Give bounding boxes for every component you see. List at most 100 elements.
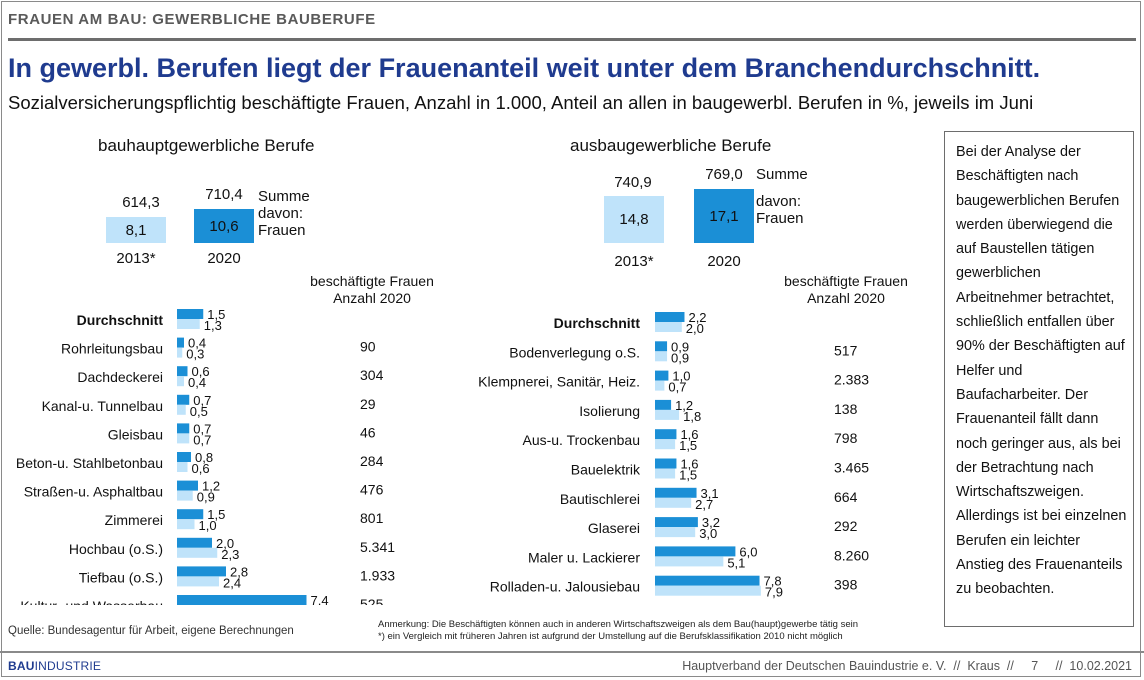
bar-row: Durchschnitt 1,51,3: [77, 307, 226, 333]
chart1-year-2020: 2020: [207, 250, 241, 267]
count-label: 46: [360, 424, 376, 440]
chart2-year-2020: 2020: [707, 253, 741, 270]
bar-2013: [655, 527, 696, 538]
value-label-2020: 1,6: [680, 427, 698, 442]
bar-2013: [177, 576, 219, 587]
chart2-year-2013: 2013*: [614, 253, 654, 270]
value-label-2020: 0,7: [193, 393, 211, 408]
chart2-women-2020: 17,1: [709, 207, 739, 225]
bar-2013: [177, 376, 184, 387]
value-label-2013: 5,1: [727, 555, 745, 570]
count-label: 664: [834, 489, 858, 505]
bar-2020: [177, 480, 198, 491]
count-label: 284: [360, 453, 384, 469]
footer-text: Hauptverband der Deutschen Bauindustrie …: [682, 659, 1132, 673]
value-label-2013: 1,5: [679, 438, 697, 453]
value-label-2020: 6,0: [739, 544, 757, 559]
count-label: 29: [360, 396, 376, 412]
value-label-2020: 3,1: [701, 486, 719, 501]
chart1-women-2020: 10,6: [209, 217, 239, 235]
value-label-2020: 1,2: [202, 479, 220, 494]
chart3-column-header-line1: beschäftigte Frauen: [310, 273, 434, 289]
value-label-2013: 1,8: [683, 409, 701, 424]
bar-2020: [177, 595, 307, 605]
value-label-2013: 0,3: [186, 347, 204, 362]
row-label: Rohrleitungsbau: [61, 341, 163, 357]
count-label: 1.933: [360, 567, 395, 583]
bar-row: Isolierung 1,21,8 138: [579, 398, 857, 424]
value-label-2020: 1,5: [207, 507, 225, 522]
bar-row: Gleisbau 0,70,7 46: [108, 421, 376, 447]
value-label-2020: 1,2: [675, 398, 693, 413]
value-label-2013: 3,0: [699, 526, 717, 541]
bar-2020: [655, 575, 760, 586]
value-label-2020: 2,0: [216, 536, 234, 551]
bar-2013: [177, 547, 218, 558]
bar-2020: [655, 399, 672, 410]
row-label: Durchschnitt: [554, 315, 641, 331]
value-label-2020: 7,4: [311, 593, 329, 605]
row-label: Maler u. Lackierer: [528, 549, 640, 565]
bar-2013: [177, 433, 190, 444]
value-label-2020: 0,9: [671, 339, 689, 354]
bar-2013: [177, 347, 183, 358]
count-label: 5.341: [360, 539, 395, 555]
bar-row: Rohrleitungsbau 0,40,3 90: [61, 336, 376, 362]
count-label: 3.465: [834, 460, 869, 476]
slide-subtitle: Sozialversicherungspflichtig beschäftigt…: [8, 92, 1034, 113]
bar-2020: [655, 517, 698, 528]
row-label: Glaserei: [588, 520, 640, 536]
bar-2020: [655, 429, 677, 440]
bar-row: Klempnerei, Sanitär, Heiz. 1,00,7 2.383: [478, 369, 869, 395]
chart2-legend-women-2: Frauen: [756, 210, 804, 227]
note-box: Bei der Analyse der Beschäftigten nach b…: [944, 131, 1134, 627]
row-label: Bauelektrik: [571, 462, 641, 478]
value-label-2020: 1,5: [207, 307, 225, 322]
value-label-2013: 2,7: [695, 497, 713, 512]
row-label: Straßen-u. Asphaltbau: [24, 484, 163, 500]
row-label: Aus-u. Trockenbau: [522, 432, 640, 448]
value-label-2020: 2,8: [230, 564, 248, 579]
row-label: Durchschnitt: [77, 312, 164, 328]
bar-2013: [177, 519, 195, 530]
row-label: Tiefbau (o.S.): [79, 569, 163, 585]
value-label-2020: 1,6: [680, 457, 698, 472]
count-label: 2.383: [834, 372, 869, 388]
section-header: FRAUEN AM BAU: GEWERBLICHE BAUBERUFE: [8, 11, 376, 28]
chart4-horizontal-bars: Durchschnitt 2,22,0 Bodenverlegung o.S. 0,9…: [478, 310, 869, 600]
value-label-2013: 0,9: [197, 490, 215, 505]
chart2-legend-women-1: davon:: [756, 193, 802, 210]
bar-2020: [177, 309, 204, 319]
value-label-2020: 0,4: [188, 336, 206, 351]
count-label: 476: [360, 482, 384, 498]
value-label-2020: 7,8: [764, 574, 782, 589]
value-label-2020: 2,2: [688, 310, 706, 325]
value-label-2020: 1,0: [672, 369, 690, 384]
bar-row: Rolladen-u. Jalousiebau 7,87,9 398: [490, 574, 858, 600]
chart2-bar-2020: 17,1: [694, 189, 754, 243]
count-label: 8.260: [834, 547, 869, 563]
bar-row: Straßen-u. Asphaltbau 1,20,9 476: [24, 479, 384, 505]
bar-2013: [655, 556, 724, 567]
chart2-legend-sum: Summe: [756, 166, 808, 183]
chart1-legend-women-2: Frauen: [258, 222, 306, 239]
footer-rule: [0, 651, 1144, 653]
bar-row: Kanal-u. Tunnelbau 0,70,5 29: [42, 393, 376, 419]
chart1-year-2013: 2013*: [116, 250, 156, 267]
bar-row: Tiefbau (o.S.) 2,82,4 1.933: [79, 564, 396, 590]
row-label: Kultur- und Wasserbau: [20, 598, 163, 605]
bar-row: Durchschnitt 2,22,0: [554, 310, 707, 336]
chart1-sum-2020: 710,4: [205, 186, 243, 203]
chart3-column-header: beschäftigte Frauen Anzahl 2020: [297, 273, 447, 307]
bar-2020: [177, 537, 212, 548]
value-label-2013: 0,4: [188, 375, 206, 390]
bar-2013: [655, 351, 668, 362]
bar-row: Maler u. Lackierer 6,05,1 8.260: [528, 544, 869, 570]
bar-2020: [177, 423, 190, 434]
chart2-sum-2020: 769,0: [705, 166, 743, 183]
value-label-2013: 7,9: [765, 585, 783, 600]
bar-row: Hochbau (o.S.) 2,02,3 5.341: [69, 536, 395, 562]
value-label-2020: 3,2: [702, 515, 720, 530]
bar-2020: [177, 566, 226, 577]
